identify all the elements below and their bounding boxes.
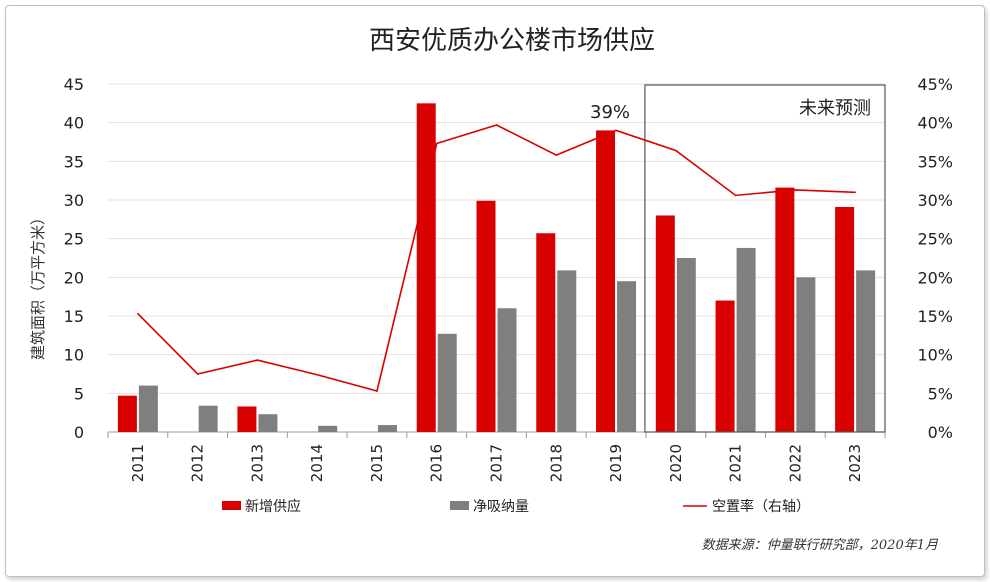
legend-swatch bbox=[222, 501, 241, 510]
y2-tick-label: 20% bbox=[917, 268, 953, 287]
bar-new-supply bbox=[596, 130, 616, 432]
bar-net-absorption bbox=[856, 270, 876, 432]
y2-tick-label: 30% bbox=[917, 191, 953, 210]
y2-tick-label: 5% bbox=[928, 384, 953, 403]
x-tick-label: 2019 bbox=[607, 444, 625, 482]
vacancy-point bbox=[675, 149, 677, 152]
bar-net-absorption bbox=[557, 270, 577, 432]
y-tick-label: 10 bbox=[64, 346, 84, 365]
bar-net-absorption bbox=[198, 405, 218, 432]
bar-new-supply bbox=[237, 406, 257, 432]
y-tick-label: 35 bbox=[64, 152, 84, 171]
y2-tick-label: 40% bbox=[917, 114, 953, 133]
bar-new-supply bbox=[536, 233, 556, 432]
x-tick-label: 2023 bbox=[846, 444, 864, 482]
bar-net-absorption bbox=[617, 281, 637, 432]
legend-label: 新增供应 bbox=[245, 498, 301, 515]
peak-label: 39% bbox=[590, 102, 630, 123]
x-tick-label: 2022 bbox=[786, 444, 804, 482]
x-tick-label: 2015 bbox=[368, 444, 386, 482]
bar-new-supply bbox=[775, 187, 795, 432]
right-axis-ticks: 0% 5% 10% 15% 20% 25% 30% 35% 40% 45% bbox=[917, 75, 953, 442]
x-tick-label: 2014 bbox=[308, 444, 326, 482]
bar-net-absorption bbox=[258, 414, 278, 432]
y-axis-label: 建筑面积（万平方米） bbox=[29, 210, 47, 360]
vacancy-point bbox=[495, 124, 498, 126]
y-tick-label: 40 bbox=[64, 114, 84, 133]
legend-label: 净吸纳量 bbox=[473, 499, 529, 515]
x-tick-label: 2018 bbox=[547, 444, 565, 482]
y2-tick-label: 25% bbox=[917, 230, 953, 249]
x-tick-label: 2011 bbox=[129, 444, 147, 482]
vacancy-point bbox=[316, 373, 318, 376]
bars bbox=[117, 103, 876, 432]
vacancy-point bbox=[435, 142, 438, 145]
bar-net-absorption bbox=[497, 308, 517, 432]
vacancy-line: 39% bbox=[137, 102, 856, 393]
x-tick-label: 2013 bbox=[248, 444, 266, 482]
bar-new-supply bbox=[476, 200, 496, 432]
vacancy-point bbox=[196, 373, 199, 375]
gridlines bbox=[107, 83, 886, 438]
legend-label: 空置率（右轴） bbox=[712, 498, 810, 515]
vacancy-point bbox=[615, 129, 617, 132]
bar-new-supply bbox=[835, 206, 855, 432]
vacancy-point bbox=[734, 194, 737, 197]
bar-new-supply bbox=[416, 103, 436, 432]
legend-swatch bbox=[450, 501, 469, 510]
bar-net-absorption bbox=[377, 425, 397, 432]
x-tick-label: 2021 bbox=[727, 444, 745, 482]
source-note: 数据来源：仲量联行研究部，2020年1月 bbox=[702, 537, 939, 553]
y2-tick-label: 10% bbox=[917, 346, 953, 365]
forecast-region: 未来预测 bbox=[644, 84, 886, 433]
vacancy-point bbox=[376, 390, 378, 392]
bar-net-absorption bbox=[736, 247, 756, 432]
forecast-box bbox=[644, 84, 886, 433]
y-tick-label: 5 bbox=[74, 384, 84, 403]
y2-tick-label: 0% bbox=[928, 423, 953, 442]
x-tick-label: 2016 bbox=[428, 444, 446, 482]
bar-net-absorption bbox=[437, 333, 457, 432]
y-tick-label: 25 bbox=[64, 230, 84, 249]
y-tick-label: 20 bbox=[64, 268, 84, 287]
vacancy-point bbox=[137, 312, 139, 315]
y-tick-label: 0 bbox=[74, 423, 84, 442]
bar-net-absorption bbox=[138, 385, 158, 432]
bar-net-absorption bbox=[676, 258, 696, 432]
left-axis-ticks: 0 5 10 15 20 25 30 35 40 45 bbox=[64, 75, 84, 442]
chart-title: 西安优质办公楼市场供应 bbox=[369, 26, 655, 56]
vacancy-point bbox=[854, 191, 856, 194]
y-tick-label: 15 bbox=[64, 307, 84, 326]
bar-new-supply bbox=[655, 215, 675, 432]
bar-net-absorption bbox=[318, 425, 338, 432]
y2-tick-label: 45% bbox=[917, 75, 953, 94]
forecast-label: 未来预测 bbox=[799, 98, 871, 119]
vacancy-point bbox=[555, 154, 558, 156]
y2-tick-label: 35% bbox=[917, 152, 953, 171]
y2-tick-label: 15% bbox=[917, 307, 953, 326]
vacancy-point bbox=[256, 359, 259, 361]
vacancy-point bbox=[794, 189, 797, 191]
bar-new-supply bbox=[117, 395, 137, 432]
y-tick-label: 30 bbox=[64, 191, 84, 210]
x-tick-label: 2012 bbox=[189, 444, 207, 482]
x-tick-label: 2017 bbox=[488, 444, 506, 482]
bar-net-absorption bbox=[796, 277, 816, 432]
x-tick-label: 2020 bbox=[667, 444, 685, 482]
bar-new-supply bbox=[715, 300, 735, 432]
y-tick-label: 45 bbox=[64, 75, 84, 94]
legend: 新增供应 净吸纳量 空置率（右轴） bbox=[222, 498, 810, 515]
x-axis-ticks: 2011 2012 2013 2014 2015 2016 2017 2018 2019 2020… bbox=[129, 444, 864, 482]
